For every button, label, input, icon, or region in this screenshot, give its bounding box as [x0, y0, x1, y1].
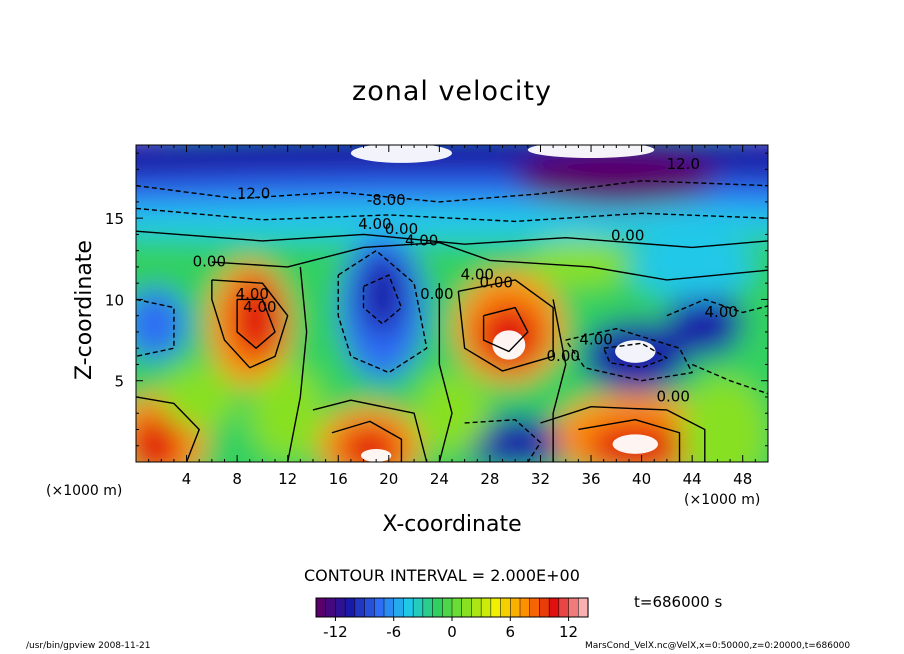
contour-line: [552, 299, 567, 462]
y-axis-unit: (×1000 m): [46, 483, 123, 499]
contour-line: [286, 266, 308, 462]
contour-labels: 12.0 -8.004.000.004.000.004.004.004.000.0…: [193, 155, 738, 405]
x-tick-label: 4: [182, 470, 192, 488]
colorbar-tick-label: 0: [447, 623, 457, 641]
contour-line: [331, 420, 403, 462]
x-tick-label: 8: [232, 470, 242, 488]
contour-line: [136, 396, 200, 462]
contour-line: [136, 180, 768, 203]
contour-label: 4.00: [236, 285, 269, 303]
footer-program: /usr/bin/gpview 2008-11-21: [26, 641, 151, 651]
y-tick-label: 10: [105, 291, 124, 309]
x-axis-label: X-coordinate: [382, 512, 522, 537]
contour-line: [603, 342, 668, 369]
colorbar-tick-label: -12: [323, 623, 348, 641]
contour-line: [565, 327, 693, 382]
x-tick-label: 24: [430, 470, 449, 488]
contour-lines: [136, 180, 768, 462]
x-tick-label: 40: [632, 470, 651, 488]
contour-line: [578, 419, 681, 462]
colorbar-tick-label: 6: [506, 623, 516, 641]
contour-label: 4.00: [243, 298, 276, 316]
contour-label: 12.0: [237, 184, 270, 202]
x-tick-label: 28: [480, 470, 499, 488]
contour-line: [136, 207, 768, 223]
colorbar-tick-label: -6: [386, 623, 401, 641]
contour-line: [438, 283, 453, 462]
contour-line: [362, 274, 403, 325]
x-tick-label: 36: [581, 470, 600, 488]
contour-line: [136, 230, 768, 249]
y-tick-label: 15: [105, 210, 124, 228]
contour-label: 4.00: [705, 303, 738, 321]
contour-label: 0.00: [656, 387, 689, 405]
contour-line: [540, 406, 706, 462]
x-axis-unit: (×1000 m): [684, 492, 761, 508]
contour-line: [211, 279, 289, 369]
y-tick-label: 5: [114, 373, 124, 391]
contour-interval: CONTOUR INTERVAL = 2.000E+00: [304, 566, 580, 585]
contour-line: [457, 279, 554, 372]
contour-label: -8.00: [367, 191, 406, 209]
chart-title: zonal velocity: [352, 76, 552, 107]
contour-line: [312, 399, 428, 462]
contour-label: 0.00: [420, 285, 453, 303]
x-tick-label: 48: [733, 470, 752, 488]
x-tick-label: 12: [278, 470, 297, 488]
contour-label: 0.00: [547, 347, 580, 365]
contour-line: [337, 249, 428, 374]
contour-label: 4.00: [358, 215, 391, 233]
contour-line: [691, 363, 768, 395]
contour-line: [136, 298, 175, 358]
contour-line: [236, 298, 276, 349]
time-label: t=686000 s: [634, 593, 723, 611]
contour-line: [482, 306, 529, 353]
contour-label: 12.0: [667, 155, 700, 173]
contour-line: [211, 241, 768, 281]
velocity-field: [136, 145, 768, 462]
contour-line: [666, 298, 768, 317]
contour-label: 4.00: [579, 331, 612, 349]
x-tick-label: 16: [329, 470, 348, 488]
x-tick-label: 20: [379, 470, 398, 488]
contour-line: [464, 419, 542, 462]
colorbar: -12 -6 0 6 12: [315, 597, 589, 641]
footer-source: MarsCond_VelX.nc@VelX,x=0:50000,z=0:2000…: [585, 641, 851, 651]
contour-label: 4.00: [461, 266, 494, 284]
colorbar-tick-label: 12: [559, 623, 578, 641]
contour-label: 0.00: [480, 274, 513, 292]
contour-label: 0.00: [193, 253, 226, 271]
y-axis-label: Z-coordinate: [72, 240, 97, 380]
x-tick-label: 32: [531, 470, 550, 488]
contour-label: 0.00: [611, 227, 644, 245]
contour-label: 0.00: [385, 220, 418, 238]
contour-label: 4.00: [405, 231, 438, 249]
x-tick-label: 44: [683, 470, 702, 488]
